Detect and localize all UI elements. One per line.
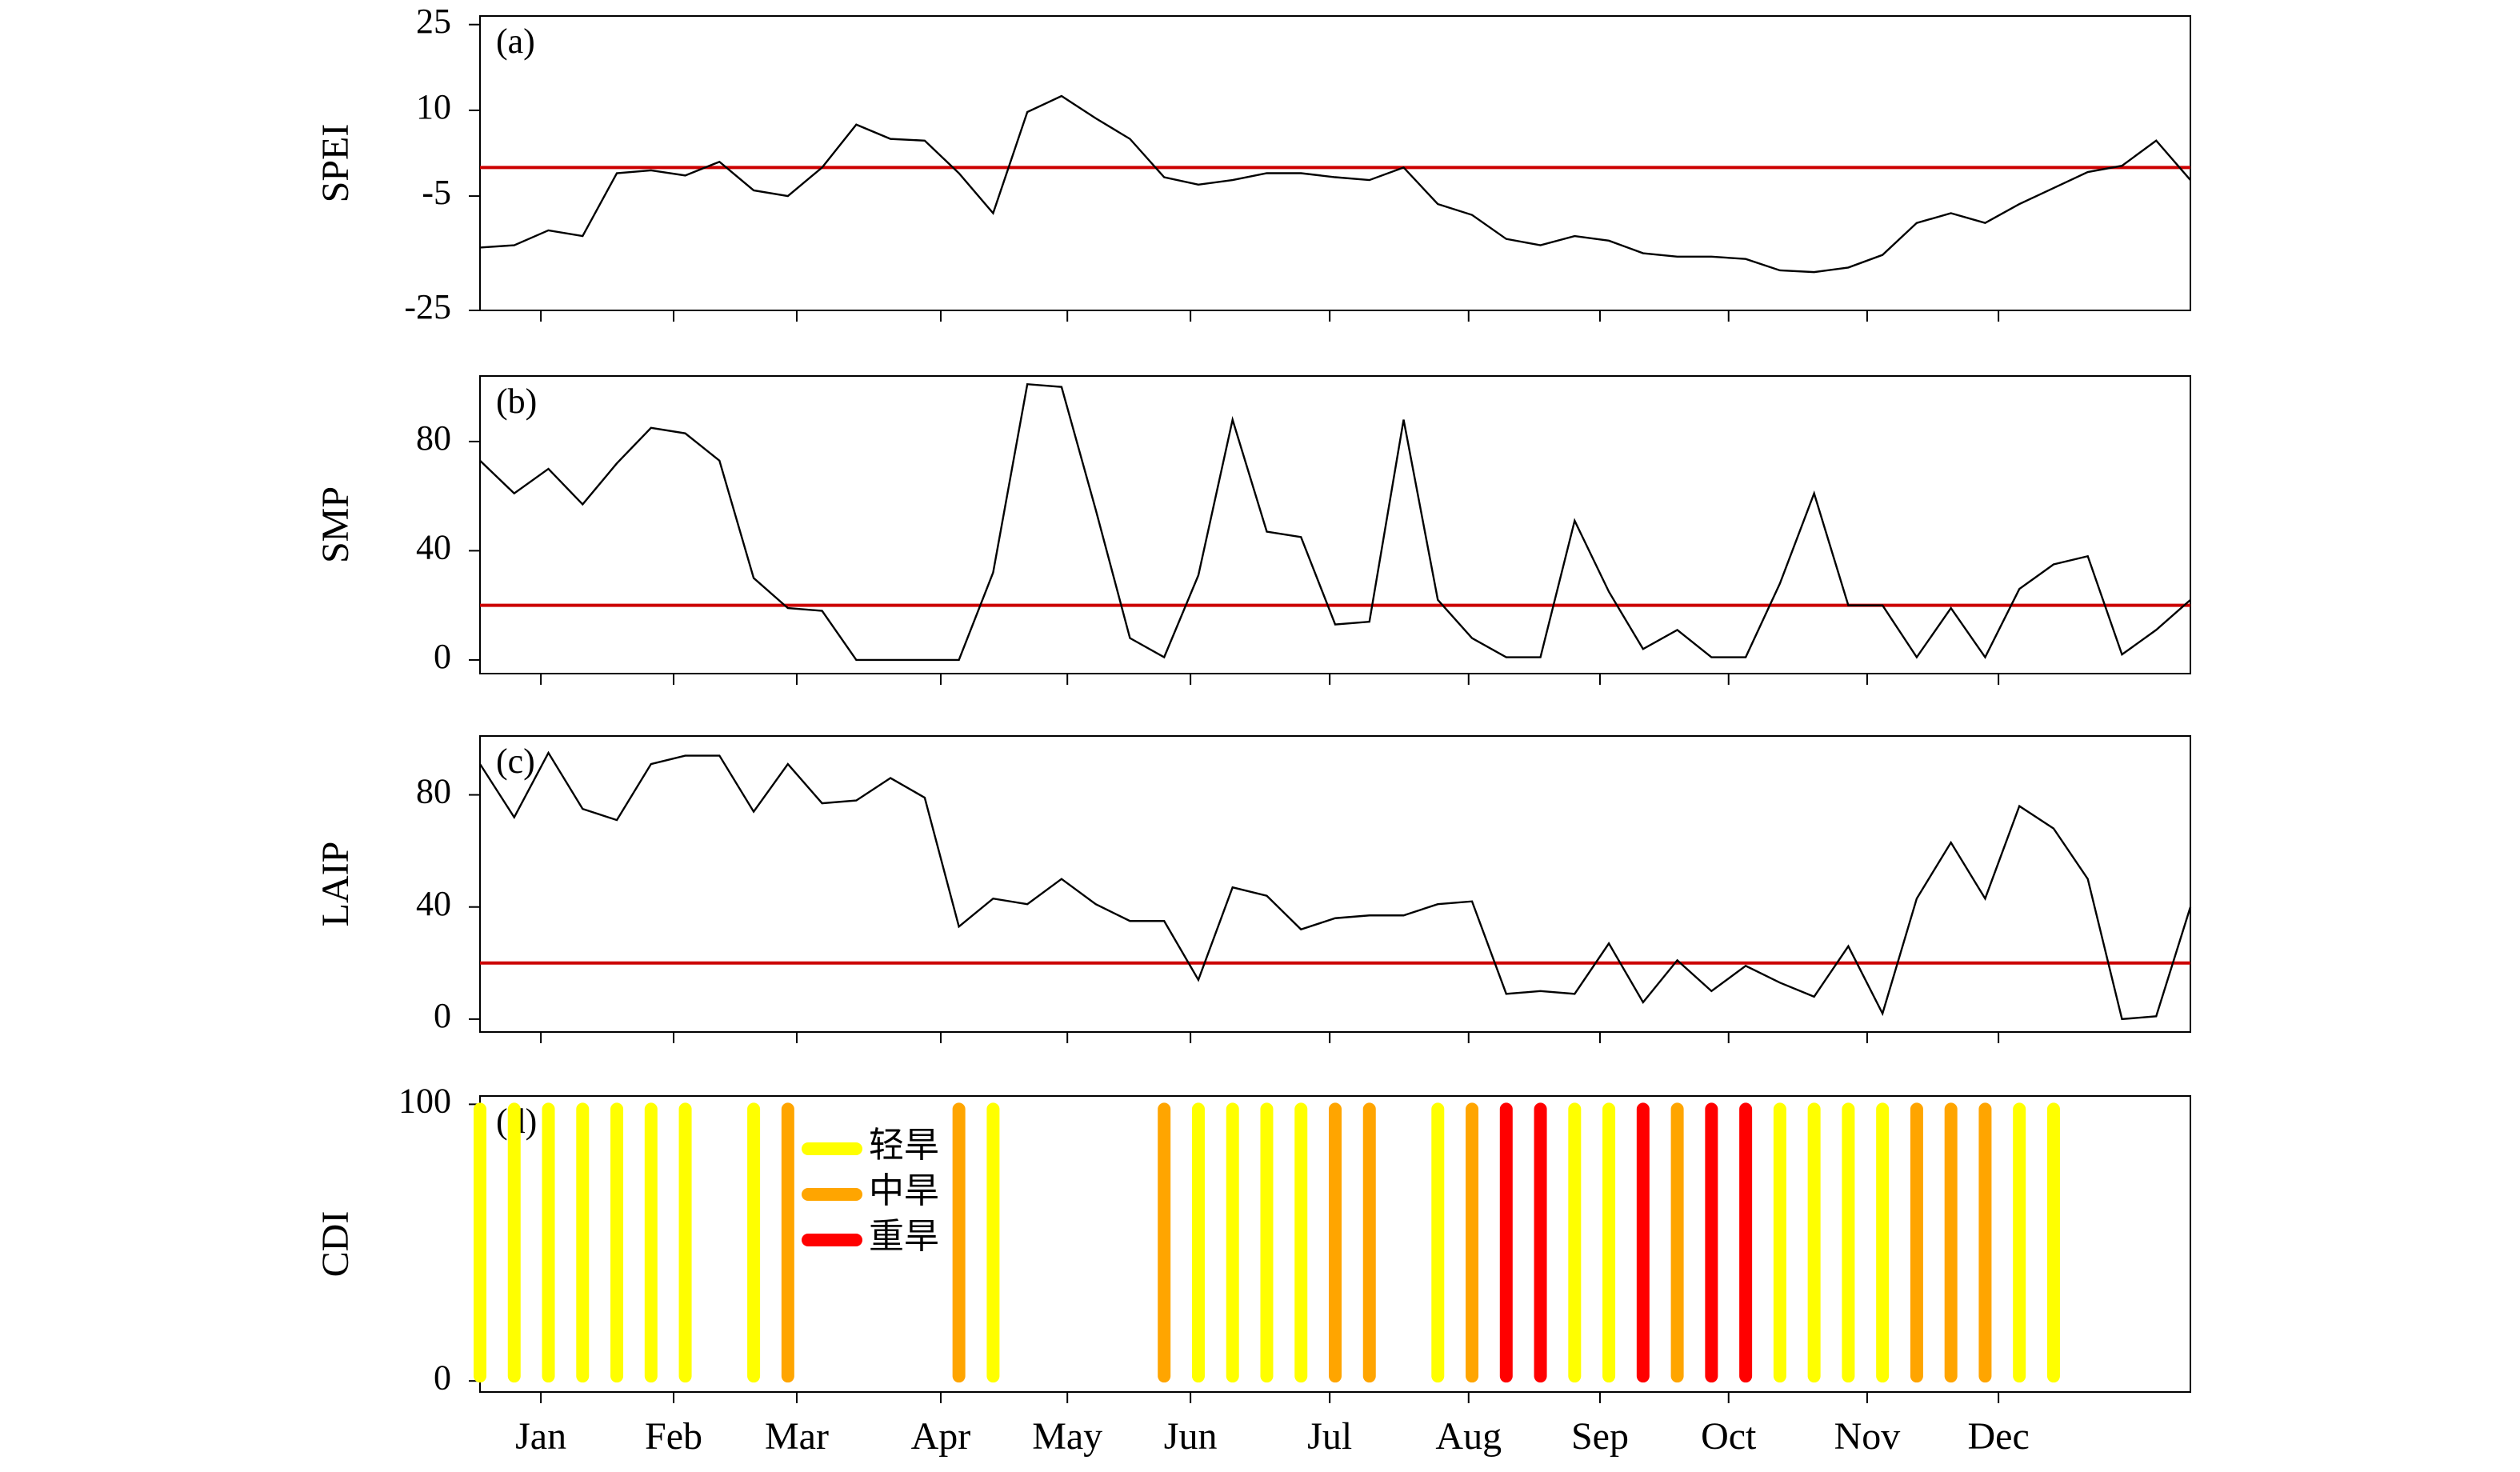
plot-frame — [479, 735, 2191, 1033]
panel-label: (a) — [496, 22, 535, 61]
legend-label: 重旱 — [869, 1217, 939, 1256]
data-line — [479, 94, 2191, 274]
x-tick-label: Mar — [765, 1415, 829, 1458]
x-tick-label: Jan — [515, 1415, 566, 1458]
y-tick-label: 100 — [398, 1081, 451, 1120]
y-tick-label: 40 — [416, 528, 451, 567]
data-line — [479, 382, 2191, 662]
x-tick-label: Oct — [1701, 1415, 1757, 1458]
y-tick-label: 40 — [416, 884, 451, 923]
x-tick-label: Jun — [1164, 1415, 1218, 1458]
x-tick-label: Nov — [1834, 1415, 1901, 1458]
panel-label: (b) — [496, 382, 537, 421]
y-axis-label: CDI — [314, 1211, 357, 1278]
plot-frame — [479, 15, 2191, 311]
x-tick-label: Feb — [645, 1415, 702, 1458]
x-tick-label: May — [1032, 1415, 1102, 1458]
legend-label: 中旱 — [869, 1171, 939, 1210]
y-axis-label: SMP — [314, 486, 357, 563]
plot-frame — [479, 375, 2191, 674]
y-tick-label: -5 — [422, 173, 451, 212]
y-tick-label: 10 — [416, 87, 451, 126]
x-tick-label: Dec — [1967, 1415, 2029, 1458]
legend-label: 轻旱 — [869, 1126, 939, 1165]
y-tick-label: 25 — [416, 2, 451, 41]
x-tick-label: Sep — [1571, 1415, 1629, 1458]
x-tick-label: Aug — [1435, 1415, 1502, 1458]
y-tick-label: 80 — [416, 772, 451, 811]
y-tick-label: 0 — [434, 1358, 451, 1397]
y-tick-label: 80 — [416, 418, 451, 458]
y-axis-label: LAIP — [314, 842, 357, 927]
x-tick-label: Jul — [1307, 1415, 1352, 1458]
panel-label: (c) — [496, 742, 535, 781]
y-axis-label: SPEI — [314, 124, 357, 203]
y-tick-label: 0 — [434, 996, 451, 1035]
x-tick-label: Apr — [911, 1415, 971, 1458]
data-line — [478, 750, 2192, 1021]
y-tick-label: -25 — [404, 287, 451, 326]
y-tick-label: 0 — [434, 637, 451, 676]
